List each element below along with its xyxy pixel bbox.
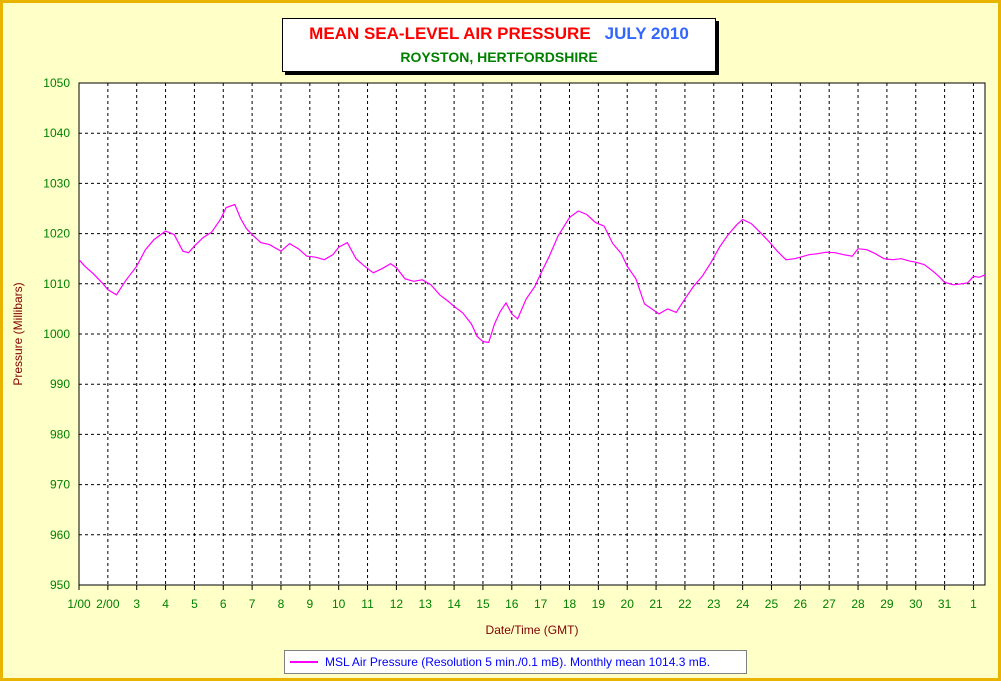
y-tick-label: 1040 [43,126,70,140]
x-tick-label: 15 [476,597,490,611]
x-tick-label: 3 [133,597,140,611]
title-line: MEAN SEA-LEVEL AIR PRESSURE JULY 2010 [283,24,715,44]
x-tick-label: 1 [970,597,977,611]
x-tick-label: 21 [649,597,663,611]
chart-title-box: MEAN SEA-LEVEL AIR PRESSURE JULY 2010 ROY… [282,18,716,72]
chart-title-month: JULY 2010 [604,24,689,43]
x-tick-label: 11 [361,597,374,611]
x-tick-label: 20 [621,597,635,611]
y-tick-label: 1010 [43,277,70,291]
x-tick-label: 5 [191,597,198,611]
series-layer [78,203,986,344]
y-tick-label: 990 [50,377,70,391]
x-tick-label: 23 [707,597,721,611]
chart-title: MEAN SEA-LEVEL AIR PRESSURE [309,24,591,43]
x-tick-label: 26 [794,597,808,611]
grid [78,83,985,590]
x-tick-label: 2/00 [96,597,120,611]
x-tick-label: 22 [678,597,692,611]
x-tick-label: 24 [736,597,750,611]
legend: MSL Air Pressure (Resolution 5 min./0.1 … [284,650,747,674]
x-tick-label: 27 [823,597,837,611]
y-tick-label: 1000 [43,327,70,341]
y-axis-ticks: 950 960 970 980 990 1000 1010 1020 1030 1040 1050 [43,76,70,592]
x-tick-label: 30 [909,597,923,611]
x-tick-label: 9 [306,597,313,611]
x-tick-label: 16 [505,597,519,611]
x-axis-label: Date/Time (GMT) [486,623,579,637]
y-tick-label: 1020 [43,227,70,241]
x-tick-label: 29 [880,597,894,611]
y-tick-label: 1030 [43,176,70,190]
legend-label: MSL Air Pressure (Resolution 5 min./0.1 … [325,655,711,669]
x-tick-label: 28 [851,597,865,611]
x-tick-label: 17 [534,597,548,611]
y-axis-label: Pressure (Millibars) [11,282,25,385]
legend-swatch [290,661,318,663]
x-tick-label: 12 [390,597,404,611]
x-tick-label: 14 [447,597,461,611]
x-tick-label: 7 [249,597,256,611]
x-tick-label: 1/00 [67,597,91,611]
x-axis-ticks: 1/00 2/00 3 4 5 6 7 8 9 10 11 12 13 14 15 16 17 18 19 20 21 2… [67,597,977,611]
chart-subtitle: ROYSTON, HERTFORDSHIRE [400,49,598,65]
x-tick-label: 10 [332,597,346,611]
x-tick-label: 4 [162,597,169,611]
y-tick-label: 970 [50,478,70,492]
y-tick-label: 1050 [43,76,70,90]
x-tick-label: 31 [938,597,952,611]
series-line [78,203,986,344]
y-tick-label: 960 [50,528,70,542]
y-tick-label: 980 [50,427,70,441]
x-tick-label: 13 [419,597,433,611]
x-tick-label: 6 [220,597,227,611]
x-tick-label: 19 [592,597,606,611]
y-tick-label: 950 [50,578,70,592]
x-tick-label: 18 [563,597,577,611]
x-tick-label: 25 [765,597,779,611]
x-tick-label: 8 [278,597,285,611]
